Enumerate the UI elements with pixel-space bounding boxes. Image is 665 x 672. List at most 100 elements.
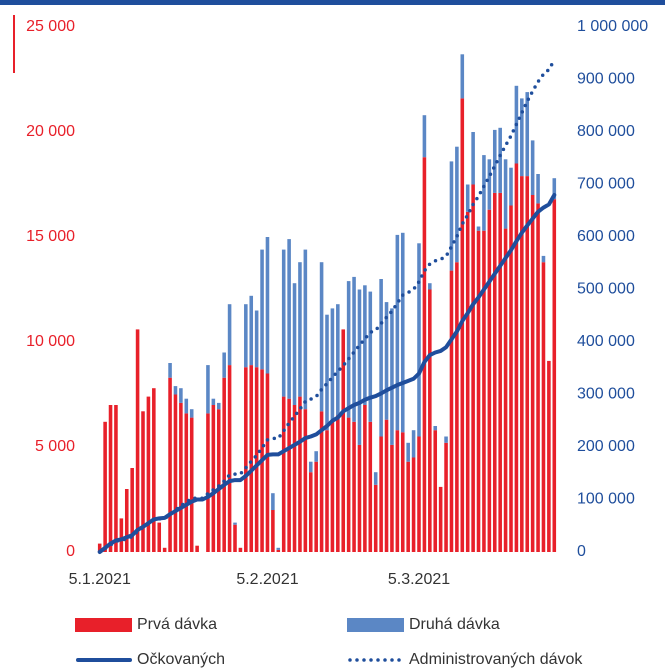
bar xyxy=(530,195,535,552)
bar xyxy=(308,472,313,552)
bar xyxy=(444,442,448,552)
top-band xyxy=(0,0,665,5)
bar xyxy=(460,54,465,99)
bar xyxy=(97,543,102,552)
bar xyxy=(298,262,302,397)
bar xyxy=(471,184,475,552)
bar xyxy=(249,365,254,552)
bar xyxy=(428,283,432,290)
y2ticks-label: 500 000 xyxy=(577,281,635,298)
bar xyxy=(179,402,183,552)
bar xyxy=(498,127,502,193)
bar xyxy=(168,377,172,552)
bar xyxy=(346,417,351,552)
bar xyxy=(514,163,519,552)
y2ticks-label: 1 000 000 xyxy=(577,18,648,35)
bar xyxy=(103,421,107,552)
bar xyxy=(476,226,481,231)
bar xyxy=(471,132,475,185)
bar xyxy=(379,436,383,552)
bar xyxy=(455,146,459,263)
bar xyxy=(492,129,497,193)
line xyxy=(97,58,557,554)
bar xyxy=(433,426,438,431)
line xyxy=(97,193,557,554)
bar xyxy=(254,367,259,552)
bar xyxy=(541,262,546,552)
bar xyxy=(173,386,178,395)
bar xyxy=(314,461,318,552)
bar xyxy=(482,155,486,231)
bar xyxy=(482,230,486,552)
accent-line xyxy=(13,15,15,73)
y2ticks-label: 700 000 xyxy=(577,176,635,193)
bar xyxy=(271,493,275,510)
bar xyxy=(400,232,405,433)
bar xyxy=(525,176,530,552)
bar xyxy=(373,484,378,552)
bar xyxy=(498,192,502,552)
bar xyxy=(552,178,557,200)
bar xyxy=(281,249,286,397)
bar xyxy=(249,295,254,366)
bar xyxy=(417,436,421,552)
bar xyxy=(422,157,427,552)
bar xyxy=(455,262,459,552)
bar xyxy=(357,444,362,552)
bar xyxy=(525,92,530,177)
bar xyxy=(400,432,405,552)
legend-label: Očkovaných xyxy=(137,651,225,668)
bar xyxy=(487,209,492,552)
bar xyxy=(520,98,524,177)
bar xyxy=(509,167,513,206)
y2ticks-label: 200 000 xyxy=(577,438,635,455)
bar xyxy=(346,281,351,418)
bar xyxy=(227,304,232,366)
legend-label: Administrovaných dávok xyxy=(409,651,583,668)
bar xyxy=(271,510,275,552)
bar xyxy=(547,360,551,552)
bar xyxy=(227,365,232,552)
bar xyxy=(303,249,308,410)
bar xyxy=(503,228,508,552)
bar xyxy=(162,547,167,552)
bar xyxy=(108,405,113,552)
bar xyxy=(406,461,410,552)
bar xyxy=(352,276,356,422)
bar xyxy=(330,421,335,552)
bar xyxy=(520,176,524,552)
yticks-label: 10 000 xyxy=(26,333,75,350)
bar xyxy=(260,249,264,370)
bar xyxy=(465,211,470,553)
bar xyxy=(308,461,313,473)
yticks-label: 25 000 xyxy=(26,18,75,35)
bar xyxy=(233,522,237,525)
bar xyxy=(276,547,281,550)
bar xyxy=(379,279,383,437)
bar xyxy=(254,310,259,368)
y2ticks-label: 0 xyxy=(577,543,586,560)
bar xyxy=(363,285,367,405)
bar xyxy=(168,363,172,378)
bar xyxy=(206,365,210,414)
legend-swatch xyxy=(347,618,404,632)
bar xyxy=(292,405,297,552)
bar xyxy=(244,304,248,368)
bar xyxy=(492,192,497,552)
bar xyxy=(530,140,535,195)
bar xyxy=(173,394,178,552)
x-tick-label: 5.2.2021 xyxy=(236,571,298,588)
bar xyxy=(119,518,124,552)
bar xyxy=(184,398,189,414)
yticks-label: 20 000 xyxy=(26,123,75,140)
legend-label: Druhá dávka xyxy=(409,616,500,633)
bar xyxy=(476,230,481,552)
bar xyxy=(222,352,226,378)
bar xyxy=(341,329,346,552)
bar xyxy=(487,159,492,210)
legend-swatch xyxy=(75,618,132,632)
y2ticks-label: 100 000 xyxy=(577,491,635,508)
bar xyxy=(336,415,340,552)
bar xyxy=(292,283,297,405)
